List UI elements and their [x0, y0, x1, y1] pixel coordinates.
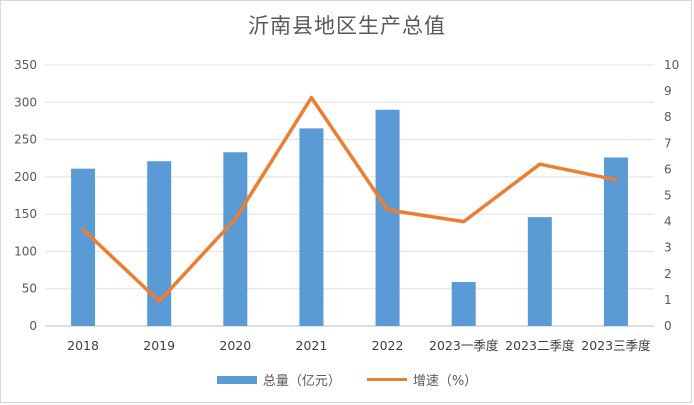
y-tick-label: 50	[22, 282, 37, 296]
y2-tick-label: 3	[664, 241, 672, 255]
line-point	[233, 217, 237, 221]
y2-tick-label: 4	[664, 215, 672, 229]
y2-tick-label: 5	[664, 189, 672, 203]
y-tick-label: 250	[14, 133, 37, 147]
bar	[451, 282, 476, 326]
line-point	[538, 162, 542, 166]
y2-tick-label: 8	[664, 110, 672, 124]
legend-line-swatch	[366, 378, 407, 381]
line-point	[157, 299, 161, 303]
bar	[603, 157, 628, 326]
y-tick-label: 200	[14, 170, 37, 184]
y2-tick-label: 10	[664, 58, 679, 72]
bar	[147, 161, 172, 326]
line-point	[309, 96, 313, 100]
line-point	[614, 178, 618, 182]
y2-tick-label: 2	[664, 267, 672, 281]
y-tick-label: 0	[29, 319, 37, 333]
x-tick-label: 2018	[67, 338, 99, 353]
y2-tick-label: 9	[664, 84, 672, 98]
legend-line-label: 增速（%）	[412, 374, 478, 389]
x-tick-label: 2023一季度	[429, 338, 499, 353]
y2-tick-label: 7	[664, 136, 672, 150]
growth-line	[81, 95, 618, 303]
line-point	[462, 220, 466, 224]
legend-bar-label: 总量（亿元）	[262, 374, 341, 389]
legend-bar-swatch	[216, 375, 257, 384]
y2-tick-label: 1	[664, 293, 672, 307]
bar	[223, 152, 248, 326]
chart-title: 沂南县地区生产总值	[248, 14, 446, 38]
legend-item-bar: 总量（亿元）	[216, 370, 341, 389]
y2-tick-label: 6	[664, 162, 672, 176]
x-tick-label: 2023三季度	[581, 338, 651, 353]
line-point	[81, 227, 85, 231]
bar	[71, 168, 96, 326]
y-tick-label: 300	[14, 95, 37, 109]
line-point	[386, 208, 390, 212]
y-tick-label: 350	[14, 58, 37, 72]
x-tick-label: 2021	[296, 338, 328, 353]
bar	[299, 128, 324, 326]
bar	[527, 217, 552, 326]
x-tick-label: 2023二季度	[505, 338, 575, 353]
y-tick-label: 150	[14, 207, 37, 221]
chart-legend: 总量（亿元） 增速（%）	[0, 370, 694, 389]
legend-item-line: 增速（%）	[366, 370, 478, 389]
x-tick-label: 2020	[219, 338, 251, 353]
x-tick-label: 2019	[143, 338, 175, 353]
y2-tick-label: 0	[664, 319, 672, 333]
x-tick-label: 2022	[372, 338, 404, 353]
y-tick-label: 100	[14, 244, 37, 258]
bar	[375, 109, 400, 326]
